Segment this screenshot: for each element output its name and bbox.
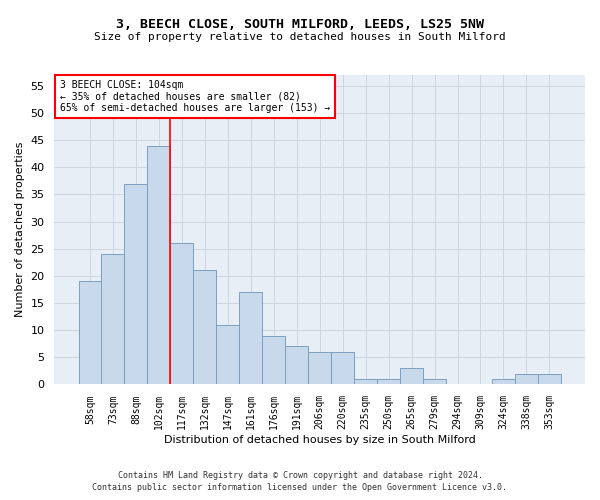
Bar	[423, 379, 446, 384]
Bar	[148, 146, 170, 384]
Bar	[170, 244, 193, 384]
Bar	[331, 352, 354, 384]
Text: Contains HM Land Registry data © Crown copyright and database right 2024.: Contains HM Land Registry data © Crown c…	[118, 471, 482, 480]
Bar	[285, 346, 308, 385]
Bar	[79, 282, 101, 385]
Bar	[193, 270, 217, 384]
Bar	[377, 379, 400, 384]
Text: Size of property relative to detached houses in South Milford: Size of property relative to detached ho…	[94, 32, 506, 42]
Bar	[515, 374, 538, 384]
Y-axis label: Number of detached properties: Number of detached properties	[15, 142, 25, 318]
Text: Contains public sector information licensed under the Open Government Licence v3: Contains public sector information licen…	[92, 484, 508, 492]
Bar	[308, 352, 331, 384]
Bar	[538, 374, 561, 384]
Bar	[101, 254, 124, 384]
Bar	[492, 379, 515, 384]
Text: 3, BEECH CLOSE, SOUTH MILFORD, LEEDS, LS25 5NW: 3, BEECH CLOSE, SOUTH MILFORD, LEEDS, LS…	[116, 18, 484, 30]
Text: 3 BEECH CLOSE: 104sqm
← 35% of detached houses are smaller (82)
65% of semi-deta: 3 BEECH CLOSE: 104sqm ← 35% of detached …	[60, 80, 330, 113]
Bar	[354, 379, 377, 384]
Bar	[262, 336, 285, 384]
Bar	[239, 292, 262, 384]
Bar	[217, 324, 239, 384]
X-axis label: Distribution of detached houses by size in South Milford: Distribution of detached houses by size …	[164, 435, 476, 445]
Bar	[124, 184, 148, 384]
Bar	[400, 368, 423, 384]
